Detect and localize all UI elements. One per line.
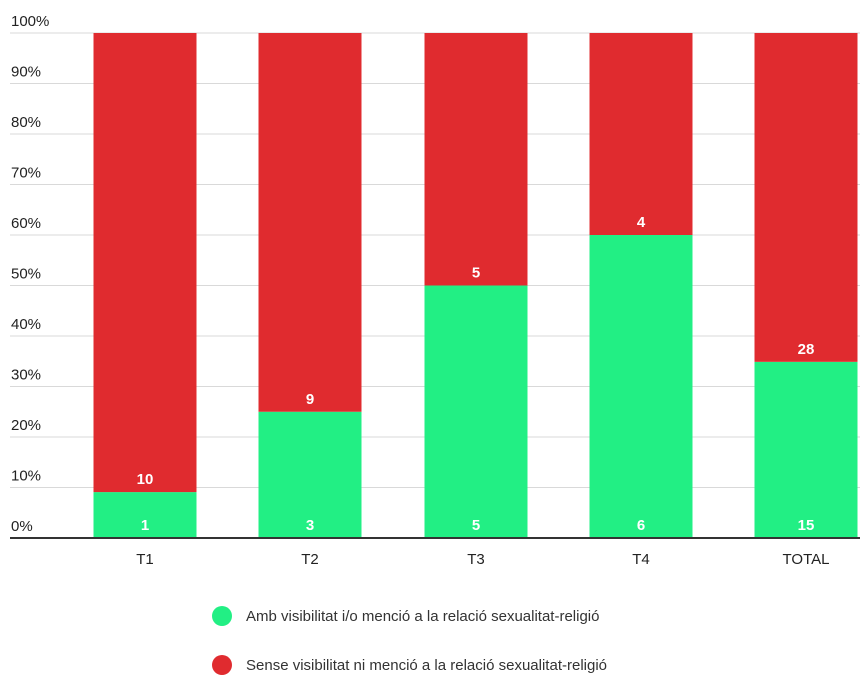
legend-label: Amb visibilitat i/o menció a la relació … [246,608,599,625]
bar-segment-total-series-2 [754,33,858,362]
y-tick-label: 30% [11,367,41,384]
bar-segment-t1-series-2 [93,33,197,493]
legend-marker [212,655,232,675]
data-labels: 1 10 3 9 5 5 6 4 15 28 [137,214,815,534]
bar-segment-total-series-1 [754,361,858,538]
bars [93,33,858,538]
legend: Amb visibilitat i/o menció a la relació … [212,606,607,675]
y-tick-label: 10% [11,468,41,485]
bar-segment-t2-series-1 [258,411,362,538]
legend-marker [212,606,232,626]
y-tick-label: 60% [11,215,41,232]
x-tick-label: T2 [301,551,319,568]
x-axis-category-labels: T1 T2 T3 T4 TOTAL [136,551,829,568]
y-tick-label: 50% [11,266,41,283]
bar-segment-t3-series-1 [424,285,528,538]
y-tick-label: 20% [11,417,41,434]
x-tick-label: T3 [467,551,485,568]
data-label: 5 [472,265,480,282]
y-tick-label: 40% [11,316,41,333]
data-label: 6 [637,517,645,534]
data-label: 15 [798,517,815,534]
y-axis-tick-labels: 0% 10% 20% 30% 40% 50% 60% 70% 80% 90% 100% [11,13,49,535]
x-tick-label: T1 [136,551,154,568]
data-label: 1 [141,517,149,534]
x-tick-label: T4 [632,551,650,568]
y-tick-label: 80% [11,114,41,131]
bar-segment-t4-series-2 [589,33,693,235]
y-tick-label: 90% [11,64,41,81]
data-label: 28 [798,341,815,358]
data-label: 5 [472,517,480,534]
y-tick-label: 0% [11,518,33,535]
bar-segment-t3-series-2 [424,33,528,286]
y-tick-label: 70% [11,165,41,182]
legend-label: Sense visibilitat ni menció a la relació… [246,657,607,674]
data-label: 9 [306,391,314,408]
data-label: 3 [306,517,314,534]
data-label: 10 [137,471,154,488]
data-label: 4 [637,214,646,231]
bar-segment-t1-series-1 [93,492,197,538]
bar-segment-t2-series-2 [258,33,362,412]
y-tick-label: 100% [11,13,49,30]
x-tick-label: TOTAL [783,551,830,568]
bar-segment-t4-series-1 [589,235,693,538]
